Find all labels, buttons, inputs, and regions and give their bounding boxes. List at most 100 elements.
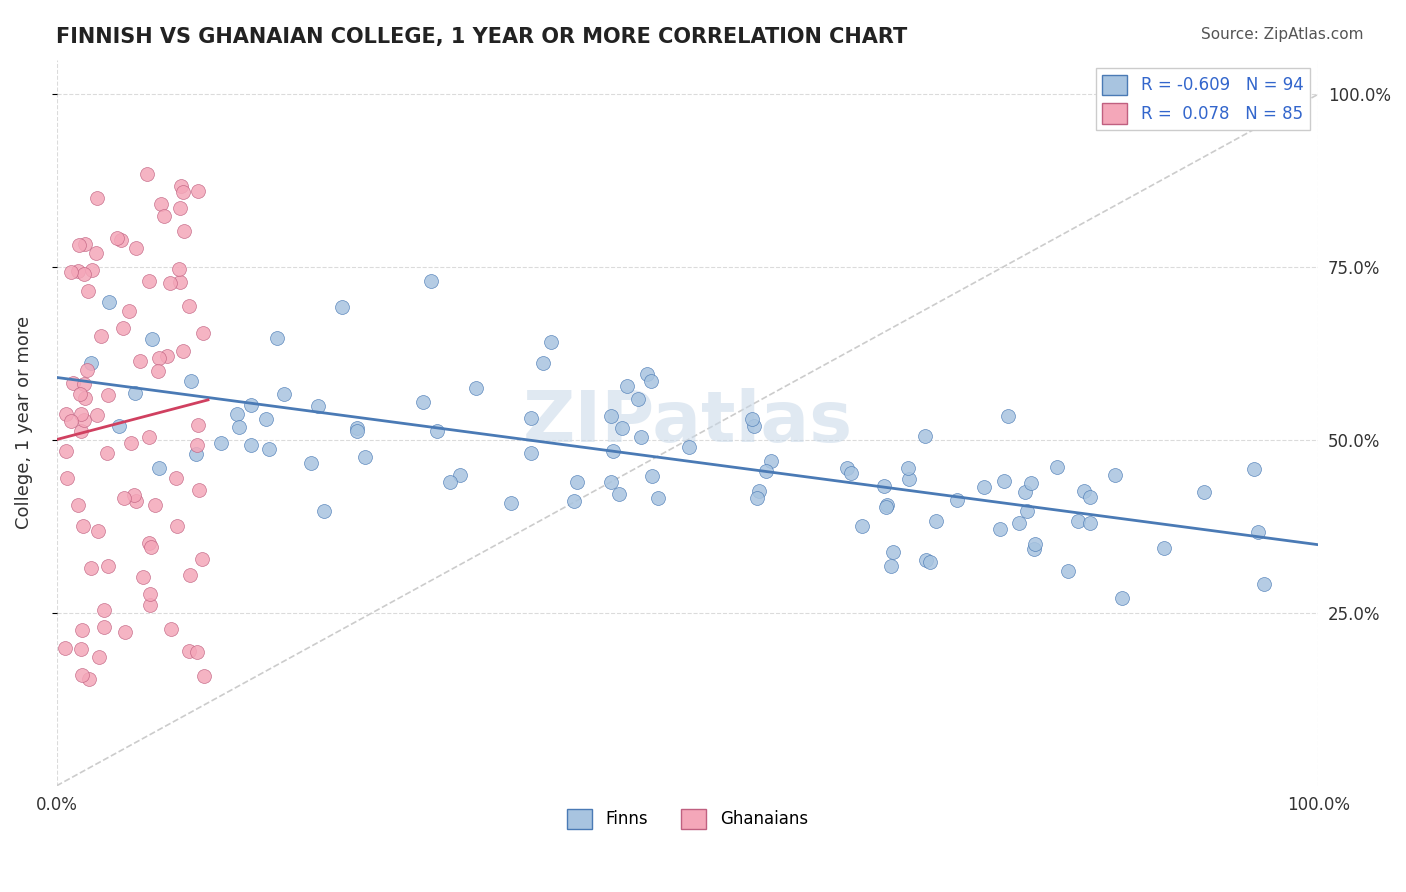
Ghanaians [62, 376, 84, 390]
Ghanaians [69, 642, 91, 657]
Finns [354, 450, 377, 464]
Finns [1024, 537, 1046, 551]
Finns [562, 494, 585, 508]
Finns [420, 274, 443, 288]
Finns [565, 475, 588, 489]
Finns [851, 519, 873, 533]
Ghanaians [152, 209, 174, 223]
Ghanaians [122, 488, 145, 502]
Ghanaians [125, 241, 148, 255]
Finns [312, 504, 335, 518]
Finns [1078, 490, 1101, 504]
Ghanaians [138, 535, 160, 549]
Finns [330, 300, 353, 314]
Finns [988, 522, 1011, 536]
Finns [1022, 541, 1045, 556]
Finns [872, 479, 894, 493]
Finns [148, 461, 170, 475]
Ghanaians [150, 197, 173, 211]
Finns [993, 475, 1015, 489]
Finns [925, 514, 948, 528]
Ghanaians [55, 407, 77, 421]
Ghanaians [169, 202, 191, 216]
Ghanaians [143, 498, 166, 512]
Ghanaians [179, 568, 201, 582]
Ghanaians [77, 284, 100, 298]
Ghanaians [112, 491, 135, 505]
Ghanaians [105, 231, 128, 245]
Finns [755, 464, 778, 478]
Ghanaians [191, 326, 214, 340]
Finns [184, 447, 207, 461]
Ghanaians [111, 321, 134, 335]
Ghanaians [69, 387, 91, 401]
Finns [599, 475, 621, 489]
Ghanaians [138, 274, 160, 288]
Finns [439, 475, 461, 489]
Ghanaians [139, 598, 162, 612]
Ghanaians [70, 407, 93, 421]
Finns [346, 424, 368, 438]
Finns [307, 399, 329, 413]
Ghanaians [67, 498, 90, 512]
Finns [759, 454, 782, 468]
Ghanaians [114, 624, 136, 639]
Finns [678, 440, 700, 454]
Finns [875, 500, 897, 514]
Finns [918, 555, 941, 569]
Ghanaians [93, 620, 115, 634]
Finns [80, 355, 103, 369]
Finns [835, 460, 858, 475]
Ghanaians [138, 430, 160, 444]
Ghanaians [186, 438, 208, 452]
Ghanaians [97, 387, 120, 401]
Ghanaians [84, 246, 107, 260]
Finns [612, 420, 634, 434]
Finns [257, 442, 280, 457]
Ghanaians [87, 524, 110, 539]
Ghanaians [53, 640, 76, 655]
Finns [997, 409, 1019, 423]
Ghanaians [177, 299, 200, 313]
Finns [449, 468, 471, 483]
Finns [945, 492, 967, 507]
Ghanaians [55, 444, 77, 458]
Ghanaians [70, 667, 93, 681]
Finns [915, 553, 938, 567]
Ghanaians [139, 541, 162, 555]
Finns [266, 331, 288, 345]
Ghanaians [73, 377, 96, 392]
Ghanaians [167, 261, 190, 276]
Finns [1017, 504, 1039, 518]
Ghanaians [69, 424, 91, 438]
Finns [839, 467, 862, 481]
Finns [226, 407, 249, 421]
Finns [876, 498, 898, 512]
Ghanaians [172, 343, 194, 358]
Finns [98, 294, 121, 309]
Ghanaians [97, 559, 120, 574]
Finns [745, 491, 768, 506]
Finns [412, 395, 434, 409]
Finns [426, 424, 449, 438]
Finns [1021, 475, 1043, 490]
Ghanaians [186, 644, 208, 658]
Ghanaians [132, 570, 155, 584]
Ghanaians [80, 263, 103, 277]
Finns [636, 368, 658, 382]
Finns [882, 545, 904, 559]
Finns [880, 559, 903, 574]
Ghanaians [75, 236, 97, 251]
Text: FINNISH VS GHANAIAN COLLEGE, 1 YEAR OR MORE CORRELATION CHART: FINNISH VS GHANAIAN COLLEGE, 1 YEAR OR M… [56, 27, 907, 46]
Finns [1104, 468, 1126, 483]
Ghanaians [72, 519, 94, 533]
Y-axis label: College, 1 year or more: College, 1 year or more [15, 316, 32, 529]
Finns [465, 381, 488, 395]
Ghanaians [70, 624, 93, 638]
Finns [897, 460, 920, 475]
Finns [898, 472, 921, 486]
Ghanaians [172, 186, 194, 200]
Finns [254, 412, 277, 426]
Ghanaians [193, 669, 215, 683]
Ghanaians [120, 436, 142, 450]
